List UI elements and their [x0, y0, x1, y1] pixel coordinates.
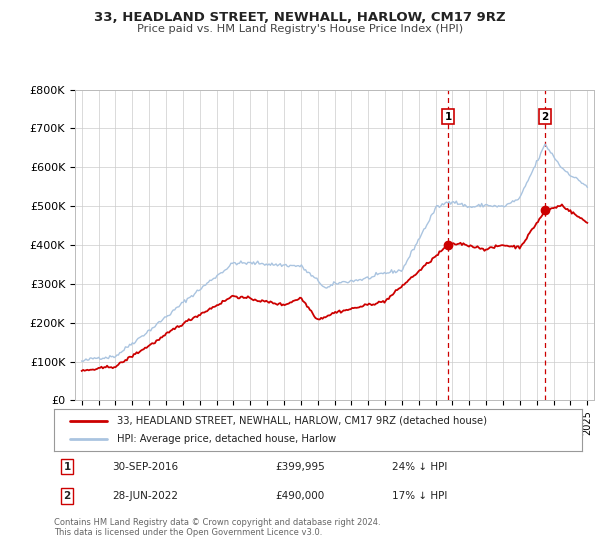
Text: 24% ↓ HPI: 24% ↓ HPI: [392, 461, 447, 472]
Text: 17% ↓ HPI: 17% ↓ HPI: [392, 491, 447, 501]
Text: 1: 1: [64, 461, 71, 472]
Text: 30-SEP-2016: 30-SEP-2016: [112, 461, 178, 472]
Text: 1: 1: [445, 112, 452, 122]
Text: 2: 2: [542, 112, 549, 122]
Text: 33, HEADLAND STREET, NEWHALL, HARLOW, CM17 9RZ: 33, HEADLAND STREET, NEWHALL, HARLOW, CM…: [94, 11, 506, 24]
Text: Contains HM Land Registry data © Crown copyright and database right 2024.
This d: Contains HM Land Registry data © Crown c…: [54, 518, 380, 538]
Text: 28-JUN-2022: 28-JUN-2022: [112, 491, 178, 501]
Text: Price paid vs. HM Land Registry's House Price Index (HPI): Price paid vs. HM Land Registry's House …: [137, 24, 463, 34]
Text: 2: 2: [64, 491, 71, 501]
Text: HPI: Average price, detached house, Harlow: HPI: Average price, detached house, Harl…: [118, 434, 337, 444]
Text: 33, HEADLAND STREET, NEWHALL, HARLOW, CM17 9RZ (detached house): 33, HEADLAND STREET, NEWHALL, HARLOW, CM…: [118, 416, 487, 426]
Text: £490,000: £490,000: [276, 491, 325, 501]
Text: £399,995: £399,995: [276, 461, 326, 472]
